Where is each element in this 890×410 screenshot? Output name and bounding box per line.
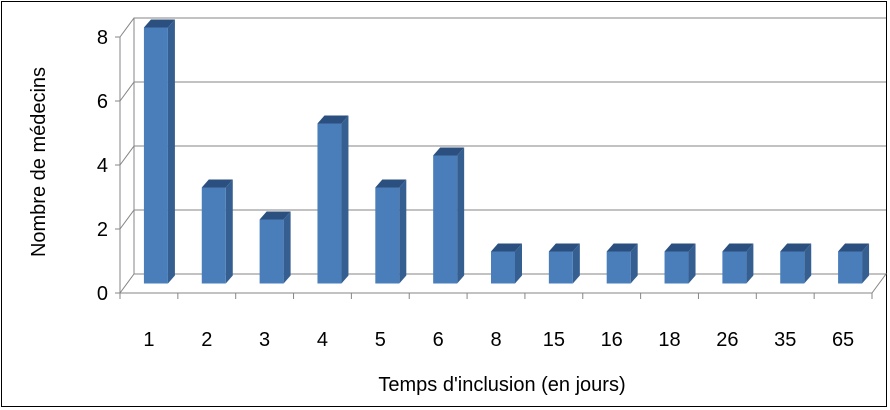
bar-side <box>283 211 291 284</box>
bar <box>143 19 175 284</box>
x-axis-label: Temps d'inclusion (en jours) <box>378 374 625 396</box>
x-tick-label: 16 <box>601 329 623 351</box>
bar-front <box>838 251 863 284</box>
bar-front <box>317 123 342 284</box>
y-tick-label: 2 <box>97 219 108 241</box>
bar-front <box>548 251 573 284</box>
bar-side <box>515 243 522 284</box>
bar-top <box>259 211 291 220</box>
bar <box>375 179 407 284</box>
bar-front <box>722 251 747 284</box>
bar-side <box>167 19 175 284</box>
bar-front <box>259 219 284 284</box>
bar-side <box>457 147 465 284</box>
bar-top <box>548 243 580 252</box>
bar <box>606 243 638 284</box>
x-tick-label: 18 <box>658 329 680 351</box>
bar <box>664 243 696 284</box>
x-tick-label: 65 <box>832 329 854 351</box>
y-tick-label: 4 <box>97 155 108 177</box>
bar-side <box>572 243 580 284</box>
bar-front <box>143 27 168 284</box>
x-tick-label: 4 <box>317 329 328 351</box>
gridline <box>119 81 886 102</box>
y-tick-label: 8 <box>97 27 108 49</box>
bar-top <box>722 243 754 252</box>
bar <box>780 243 812 284</box>
gridline <box>119 209 886 230</box>
y-tick-label: 0 <box>97 283 108 305</box>
gridlines <box>115 17 886 299</box>
x-tick-label: 2 <box>201 329 212 351</box>
bar-side <box>746 243 754 284</box>
bar-top <box>433 147 465 156</box>
bar-side <box>341 115 349 284</box>
bar <box>548 243 580 284</box>
bar-side <box>225 179 233 284</box>
bar-front <box>201 187 226 284</box>
bar-side <box>862 243 870 284</box>
y-tick-label: 6 <box>97 91 108 113</box>
y-axis-label: Nombre de médecins <box>28 67 50 257</box>
bar-front <box>375 187 400 284</box>
bar-side <box>399 179 407 284</box>
bar <box>838 243 870 284</box>
bar-side <box>688 243 696 284</box>
x-tick-label: 8 <box>490 329 501 351</box>
bar-side <box>630 243 638 284</box>
bar <box>201 179 233 284</box>
x-tick-label: 5 <box>375 329 386 351</box>
x-tick-label: 6 <box>433 329 444 351</box>
bar-top <box>201 179 233 188</box>
bar-top <box>317 115 349 124</box>
bar-front <box>664 251 689 284</box>
x-tick-label: 1 <box>143 329 154 351</box>
bar-front <box>433 155 458 284</box>
bar-top <box>838 243 870 252</box>
bar-top <box>664 243 696 252</box>
chart-floor <box>119 273 887 294</box>
bar-front <box>491 251 515 284</box>
x-tick-labels: 1 2 3 4 5 6 8 15 16 18 26 35 65 <box>143 329 854 351</box>
bar-top <box>491 243 522 252</box>
gridline <box>119 17 886 38</box>
bar <box>259 211 291 284</box>
x-tick-label: 35 <box>774 329 796 351</box>
bars <box>143 19 870 284</box>
bar-top <box>143 19 175 28</box>
bar <box>433 147 465 284</box>
x-tick-label: 15 <box>543 329 565 351</box>
bar-front <box>606 251 631 284</box>
bar-top <box>375 179 407 188</box>
bar <box>722 243 754 284</box>
bar <box>317 115 349 284</box>
gridline <box>119 145 886 166</box>
x-tick-label: 26 <box>716 329 738 351</box>
bar-front <box>780 251 805 284</box>
bar-top <box>780 243 812 252</box>
bar-top <box>606 243 638 252</box>
y-tick-labels: 0 2 4 6 8 <box>97 27 108 305</box>
bar-side <box>804 243 812 284</box>
bar <box>491 243 522 284</box>
x-tick-label: 3 <box>259 329 270 351</box>
